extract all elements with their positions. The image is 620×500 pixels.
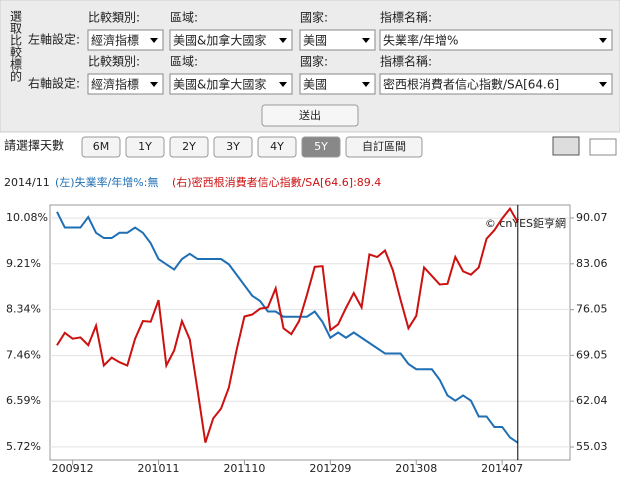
select-value: 美國 [303, 78, 327, 92]
field-label: 指標名稱: [380, 54, 432, 69]
y-tick-label: 6.59% [6, 394, 41, 407]
field-label: 國家: [300, 10, 328, 25]
legend-right: (右)密西根消費者信心指數/SA[64.6]:89.4 [172, 175, 381, 189]
select-value: 美國 [303, 34, 327, 48]
select-value: 經濟指標 [91, 77, 139, 92]
select-arrow [150, 38, 158, 43]
field-label: 區域: [170, 11, 198, 25]
field-label: 比較類別: [88, 54, 140, 69]
x-tick-label: 201209 [309, 462, 351, 475]
plot-area [49, 204, 571, 461]
field-label: 國家: [300, 54, 328, 69]
submit-label: 送出 [299, 108, 321, 122]
select[interactable] [299, 73, 376, 95]
select-arrow [599, 82, 607, 87]
select-arrow [279, 82, 287, 87]
y-tick-label: 8.34% [6, 302, 41, 315]
select-arrow [150, 82, 158, 87]
range-button-label: 5Y [314, 140, 328, 153]
select-value: 經濟指標 [91, 33, 139, 48]
x-tick-label: 200912 [52, 462, 94, 475]
side-label: 選取比較標的 [9, 10, 23, 82]
legend-left: (左)失業率/年增%:無 [55, 175, 158, 189]
x-tick-label: 201011 [138, 462, 180, 475]
select[interactable] [379, 29, 613, 51]
series-line [56, 211, 519, 444]
submit-button[interactable] [261, 104, 359, 127]
y2-tick-label: 83.06 [576, 257, 608, 270]
x-tick-label: 201407 [481, 462, 523, 475]
select-value: 密西根消費者信心指數/SA[64.6] [383, 77, 559, 92]
select-arrow [362, 82, 370, 87]
field-label: 區域: [170, 55, 198, 69]
field-label: 指標名稱: [380, 10, 432, 25]
select-value: 美國&加拿大國家 [173, 33, 266, 48]
select-arrow [362, 38, 370, 43]
select-value: 美國&加拿大國家 [173, 77, 266, 92]
select[interactable] [379, 73, 613, 95]
select[interactable] [87, 29, 164, 51]
select-arrow [279, 38, 287, 43]
select[interactable] [299, 29, 376, 51]
y2-tick-label: 62.04 [576, 394, 608, 407]
credit: © cnYES鉅亨網 [485, 216, 566, 230]
series-line [56, 206, 519, 443]
select-arrow [599, 38, 607, 43]
range-button[interactable] [301, 136, 341, 158]
range-button[interactable] [345, 136, 423, 158]
y2-tick-label: 55.03 [576, 440, 608, 453]
range-button-label: 3Y [226, 140, 240, 153]
date: 2014/11 [4, 176, 50, 189]
mail-icon[interactable] [589, 138, 617, 156]
select[interactable] [169, 73, 293, 95]
y2-tick-label: 76.05 [576, 303, 608, 316]
y-tick-label: 10.08% [6, 211, 48, 224]
row-label: 左軸設定: [28, 32, 80, 47]
range-button-label: 1Y [138, 140, 152, 153]
x-tick-label: 201110 [223, 462, 265, 475]
range-button-label: 4Y [270, 140, 284, 153]
range-button[interactable] [125, 136, 165, 158]
x-tick-label: 201308 [395, 462, 437, 475]
field-label: 比較類別: [88, 10, 140, 25]
range-button[interactable] [257, 136, 297, 158]
range-button[interactable] [81, 136, 121, 158]
y2-tick-label: 90.07 [576, 211, 608, 224]
row-label: 右軸設定: [28, 76, 80, 91]
y2-tick-label: 69.05 [576, 348, 608, 361]
range-button-label: 6M [93, 140, 110, 153]
range-button[interactable] [169, 136, 209, 158]
print-icon[interactable] [552, 136, 580, 156]
range-button-label: 自訂區間 [362, 139, 406, 153]
range-label: 請選擇天數 [4, 138, 64, 153]
y-tick-label: 5.72% [6, 440, 41, 453]
select[interactable] [169, 29, 293, 51]
range-button-label: 2Y [182, 140, 196, 153]
select[interactable] [87, 73, 164, 95]
range-button[interactable] [213, 136, 253, 158]
select-value: 失業率/年增% [383, 33, 458, 48]
y-tick-label: 9.21% [6, 257, 41, 270]
y-tick-label: 7.46% [6, 349, 41, 362]
